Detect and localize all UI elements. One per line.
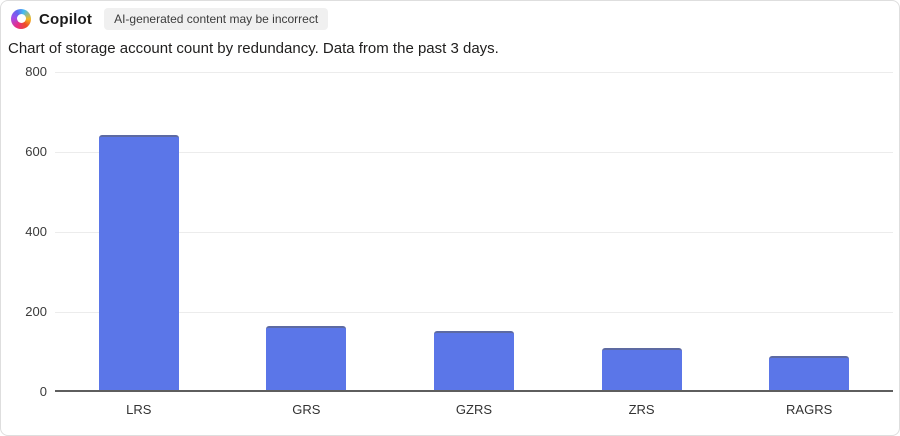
x-axis-label-gzrs: GZRS <box>455 402 493 417</box>
y-axis-tick-800: 800 <box>25 64 47 79</box>
bar-cell-ragrs <box>725 72 893 390</box>
x-axis-label-ragrs: RAGRS <box>786 402 833 417</box>
bar-cell-grs <box>223 72 391 390</box>
bar-gzrs <box>433 330 514 390</box>
bar-ragrs <box>769 356 850 390</box>
chart-description: Chart of storage account count by redund… <box>8 40 499 57</box>
y-axis-tick-400: 400 <box>25 224 47 239</box>
bar-cell-gzrs <box>390 72 558 390</box>
x-axis-label-grs: GRS <box>292 402 321 417</box>
y-axis-tick-0: 0 <box>39 384 47 399</box>
bar-cell-zrs <box>558 72 726 390</box>
bar-grs <box>266 326 347 390</box>
x-axis-label-zrs: ZRS <box>628 402 655 417</box>
gridline-400 <box>55 232 893 233</box>
bar-zrs <box>601 348 682 390</box>
plot-area <box>55 72 893 392</box>
y-axis-tick-200: 200 <box>25 304 47 319</box>
ai-disclaimer-badge: AI-generated content may be incorrect <box>104 8 329 30</box>
y-axis-tick-600: 600 <box>25 144 47 159</box>
bar-chart: LRS GRS GZRS ZRS RAGRS 0 200 400 600 800 <box>1 63 899 435</box>
gridline-600 <box>55 152 893 153</box>
copilot-logo-icon <box>11 9 31 29</box>
gridline-200 <box>55 312 893 313</box>
app-name: Copilot <box>39 10 93 28</box>
copilot-header: Copilot AI-generated content may be inco… <box>1 1 899 30</box>
bar-lrs <box>98 135 179 390</box>
x-axis-labels: LRS GRS GZRS ZRS RAGRS <box>55 402 893 418</box>
x-axis-label-lrs: LRS <box>126 402 152 417</box>
bars-container <box>55 72 893 390</box>
bar-cell-lrs <box>55 72 223 390</box>
gridline-800 <box>55 72 893 73</box>
